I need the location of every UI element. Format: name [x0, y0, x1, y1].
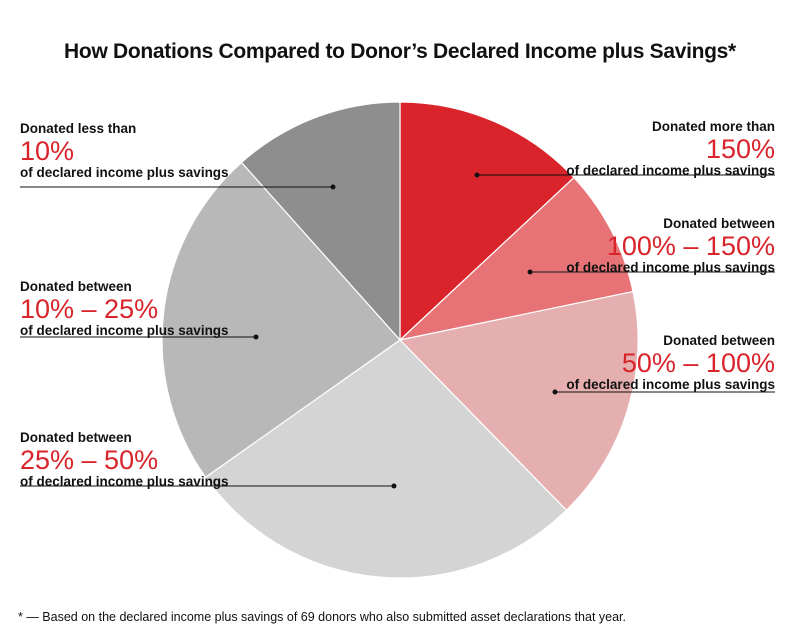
label-post: of declared income plus savings: [20, 164, 229, 180]
label-slice-3: Donated between 25% – 50% of declared in…: [20, 431, 229, 488]
label-pct: 10% – 25%: [20, 293, 159, 324]
leader-dot-1: [527, 269, 533, 275]
label-pct: 150%: [705, 133, 775, 164]
label-slice-5: Donated less than 10% of declared income…: [20, 122, 229, 179]
label-post: of declared income plus savings: [20, 473, 229, 489]
label-slice-0: Donated more than 150% of declared incom…: [566, 120, 775, 177]
label-slice-2: Donated between 50% – 100% of declared i…: [566, 334, 775, 391]
pie-slice-0: [399, 101, 575, 342]
label-pct: 50% – 100%: [621, 347, 775, 378]
label-pre: Donated less than: [20, 121, 137, 136]
leader-dot-4: [253, 334, 259, 340]
label-post: of declared income plus savings: [566, 376, 775, 392]
leader-dot-2: [552, 389, 558, 395]
pie-slice-5: [240, 101, 401, 342]
footnote: * — Based on the declared income plus sa…: [18, 610, 626, 624]
label-post: of declared income plus savings: [20, 322, 229, 338]
chart-title: How Donations Compared to Donor’s Declar…: [64, 40, 736, 63]
label-pre: Donated between: [20, 279, 132, 294]
label-pct: 25% – 50%: [20, 444, 159, 475]
label-post: of declared income plus savings: [566, 259, 775, 275]
label-slice-4: Donated between 10% – 25% of declared in…: [20, 280, 229, 337]
pie-slice-2: [398, 290, 639, 512]
pie-slice-3: [204, 339, 568, 579]
pie-slice-1: [398, 176, 634, 342]
leader-dot-0: [474, 172, 480, 178]
label-post: of declared income plus savings: [566, 162, 775, 178]
leader-dot-5: [330, 184, 336, 190]
pie-slice-4: [161, 161, 401, 479]
label-pct: 10%: [20, 135, 75, 166]
label-pre: Donated more than: [651, 119, 775, 134]
label-pct: 100% – 150%: [606, 230, 775, 261]
label-pre: Donated between: [663, 216, 775, 231]
label-pre: Donated between: [663, 333, 775, 348]
label-slice-1: Donated between 100% – 150% of declared …: [566, 217, 775, 274]
leader-dot-3: [391, 483, 397, 489]
label-pre: Donated between: [20, 430, 132, 445]
